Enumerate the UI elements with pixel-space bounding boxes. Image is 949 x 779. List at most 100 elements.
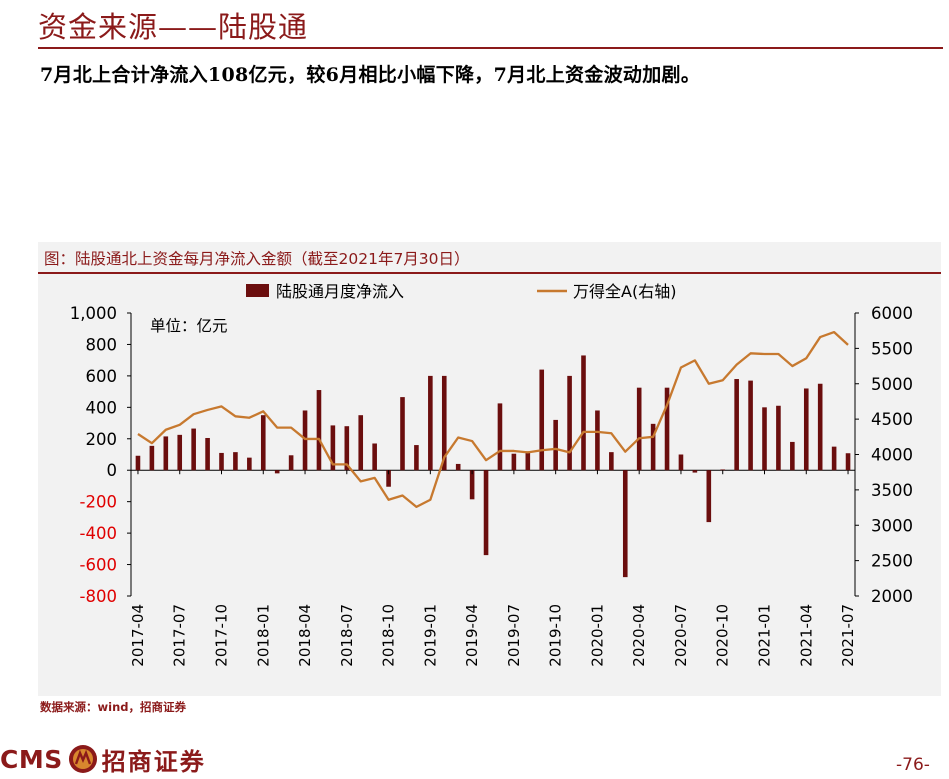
x-tick-label: 2018-10 [380, 604, 398, 667]
bar [372, 443, 377, 471]
left-axis-ticks: 1,000 800 600 400 200 0 -200 -400 -600 -800 [70, 304, 131, 606]
right-tick-label: 3000 [871, 516, 913, 535]
bar [748, 380, 753, 471]
right-tick-label: 3500 [871, 481, 913, 500]
page-title: 资金来源——陆股通 [38, 10, 309, 44]
bar [483, 470, 489, 556]
bar [441, 375, 447, 471]
x-tick-label: 2019-10 [547, 604, 565, 667]
bar [776, 405, 781, 471]
bar [219, 452, 224, 471]
right-axis-ticks: 6000 5500 5000 4500 4000 3500 3000 2500 2000 [855, 304, 913, 606]
chart-legend: 陆股通月度净流入 万得全A(右轴) [246, 282, 676, 301]
right-tick-label: 5000 [871, 375, 913, 394]
index-line [137, 330, 849, 509]
left-tick-label: 800 [86, 335, 118, 354]
x-tick-label: 2020-01 [588, 604, 606, 667]
bar [567, 375, 572, 471]
bar [302, 410, 308, 471]
right-tick-label: 5500 [871, 339, 913, 358]
bar [414, 445, 419, 471]
bar [706, 470, 712, 523]
brand-logo: CMS 招商证券 [0, 742, 206, 776]
bar [734, 379, 739, 471]
left-tick-label: 400 [86, 398, 118, 417]
logo-cms-text: CMS [0, 744, 63, 774]
bar [539, 369, 545, 471]
page-number: -76- [896, 755, 930, 775]
chart-title: 图：陆股通北上资金每月净流入金额（截至2021年7月30日） [44, 250, 470, 268]
x-axis-ticks: 2017-04 2017-07 2017-10 2018-01 2018-04 2018-… [129, 470, 857, 667]
x-tick-label: 2019-04 [463, 604, 481, 667]
right-tick-label: 2000 [871, 587, 913, 606]
x-tick-label: 2020-07 [672, 604, 690, 667]
right-tick-label: 4500 [871, 410, 913, 429]
x-tick-label: 2021-04 [797, 604, 815, 667]
bar [163, 436, 169, 471]
right-tick-label: 6000 [871, 304, 913, 323]
bar [330, 425, 336, 471]
bar [595, 410, 600, 471]
x-tick-label: 2021-01 [756, 604, 774, 667]
title-divider [38, 47, 943, 49]
bar [831, 446, 837, 471]
x-tick-label: 2017-10 [213, 604, 231, 667]
x-tick-label: 2018-07 [338, 604, 356, 667]
legend-bar-swatch [246, 284, 269, 297]
right-tick-label: 4000 [871, 446, 913, 465]
bar [177, 434, 183, 471]
line-series [137, 330, 849, 509]
logo-cn-text: 招商证券 [101, 746, 206, 776]
bar [400, 397, 405, 471]
bar [622, 470, 628, 578]
bar [316, 390, 322, 471]
bar [191, 428, 196, 471]
bar [720, 469, 726, 471]
bar [511, 453, 517, 471]
left-tick-label: -200 [80, 493, 117, 512]
x-tick-label: 2017-04 [129, 604, 147, 667]
x-tick-label: 2021-07 [839, 604, 857, 667]
left-tick-label: -800 [80, 587, 117, 606]
bar [247, 457, 252, 471]
unit-label: 单位：亿元 [150, 317, 228, 335]
bar [455, 463, 461, 471]
bar [692, 470, 698, 473]
bar [469, 470, 475, 500]
bar [358, 415, 364, 471]
bar [288, 455, 294, 471]
left-tick-label: 1,000 [70, 304, 117, 323]
left-tick-label: -600 [80, 556, 117, 575]
legend-line-label: 万得全A(右轴) [573, 282, 676, 301]
bar [790, 441, 795, 471]
right-tick-label: 2500 [871, 552, 913, 571]
bar [636, 387, 642, 471]
left-tick-label: 200 [86, 430, 118, 449]
bar [135, 455, 141, 471]
x-tick-label: 2018-01 [254, 604, 272, 667]
legend-bar-label: 陆股通月度净流入 [276, 282, 404, 301]
bar [581, 355, 586, 471]
bar [149, 445, 155, 471]
bar [428, 375, 433, 471]
bar [386, 470, 391, 487]
left-tick-label: -400 [80, 524, 117, 543]
x-tick-label: 2018-04 [296, 604, 314, 667]
logo-emblem-icon [68, 745, 97, 773]
page-subtitle: 7月北上合计净流入108亿元，较6月相比小幅下降，7月北上资金波动加剧。 [40, 64, 701, 86]
left-tick-label: 0 [107, 461, 118, 480]
bar [803, 388, 809, 471]
bar [274, 470, 280, 474]
bar [205, 437, 210, 471]
x-tick-label: 2020-04 [630, 604, 648, 667]
bar-series [135, 355, 851, 578]
bar [260, 415, 266, 471]
data-source-note: 数据来源：wind，招商证券 [40, 700, 186, 714]
left-tick-label: 600 [86, 367, 118, 386]
bar [845, 453, 851, 471]
x-tick-label: 2020-10 [714, 604, 732, 667]
bar [233, 452, 238, 471]
bar [344, 426, 350, 471]
x-tick-label: 2019-01 [421, 604, 439, 667]
